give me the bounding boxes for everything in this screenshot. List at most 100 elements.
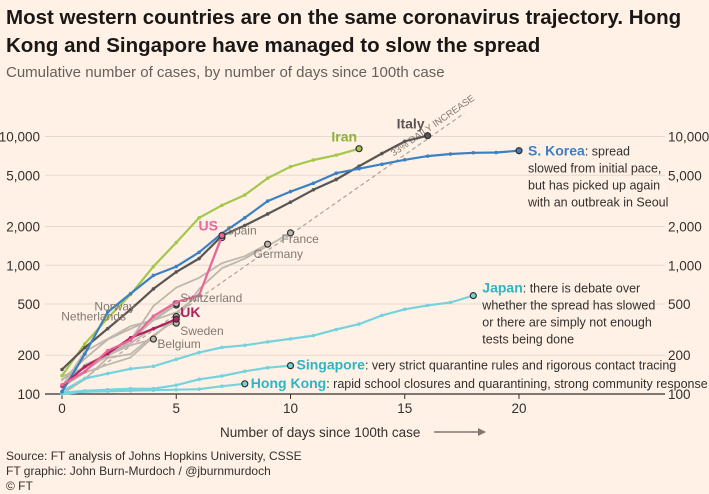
series-label-iran: Iran bbox=[331, 129, 357, 145]
annotation-singapore-line: Singapore: very strict quarantine rules … bbox=[297, 357, 677, 373]
y-tick-label-right: 500 bbox=[668, 297, 691, 312]
data-point-s-korea bbox=[380, 162, 384, 167]
data-point-japan bbox=[357, 322, 361, 326]
data-point-s-korea bbox=[402, 157, 407, 162]
end-marker-uk bbox=[172, 315, 180, 323]
copyright-note: © FT bbox=[6, 479, 33, 493]
annotation-singapore-country: Singapore bbox=[297, 357, 366, 373]
data-point-iran bbox=[334, 153, 339, 157]
series-label-germany: Germany bbox=[254, 247, 303, 261]
data-point-s-korea bbox=[357, 166, 361, 171]
data-point-japan bbox=[128, 366, 133, 371]
data-point-uk bbox=[83, 364, 87, 369]
y-tick-label-left: 5,000 bbox=[6, 168, 40, 183]
annotation-hong-kong: Hong Kong: rapid school closures and qua… bbox=[251, 375, 708, 391]
y-tick-label-right: 100 bbox=[668, 387, 691, 402]
data-point-s-korea bbox=[311, 181, 316, 186]
data-point-japan bbox=[334, 327, 339, 332]
data-point-s-korea bbox=[151, 273, 156, 278]
annotation-japan-line: whether the spread has slowed bbox=[481, 299, 655, 313]
data-point-singapore bbox=[265, 365, 270, 370]
end-marker-japan bbox=[469, 292, 477, 300]
data-point-japan bbox=[425, 303, 430, 308]
data-point-japan bbox=[380, 313, 384, 318]
x-tick-label: 5 bbox=[172, 401, 180, 416]
data-point-japan bbox=[265, 340, 270, 344]
data-point-s-korea bbox=[448, 152, 453, 156]
end-marker-belgium bbox=[149, 335, 157, 343]
data-point-singapore bbox=[83, 388, 87, 393]
data-point-s-korea bbox=[197, 250, 201, 255]
data-point-us bbox=[151, 314, 156, 319]
data-point-japan bbox=[151, 364, 156, 369]
data-point-iran bbox=[60, 373, 64, 378]
data-point-iran bbox=[83, 342, 87, 346]
y-tick-label-left: 100 bbox=[17, 387, 40, 402]
annotation-japan-country: Japan bbox=[482, 280, 522, 296]
y-tick-label-left: 200 bbox=[17, 348, 40, 363]
data-point-iran bbox=[105, 316, 110, 320]
y-tick-label-right: 10,000 bbox=[668, 130, 709, 145]
annotation-japan-line: tests being done bbox=[482, 333, 574, 347]
y-tick-label-left: 2,000 bbox=[6, 219, 40, 234]
data-point-italy bbox=[174, 270, 179, 274]
data-point-italy bbox=[83, 345, 87, 350]
annotation-s-korea-line: with an outbreak in Seoul bbox=[527, 196, 668, 210]
end-marker-germany bbox=[264, 240, 272, 248]
chart-subtitle: Cumulative number of cases, by number of… bbox=[6, 64, 445, 81]
data-point-italy bbox=[197, 256, 201, 261]
data-point-italy bbox=[128, 307, 133, 312]
annotation-singapore: Singapore: very strict quarantine rules … bbox=[297, 357, 677, 373]
data-point-singapore bbox=[197, 377, 201, 382]
data-point-iran bbox=[151, 264, 156, 269]
data-point-italy bbox=[311, 187, 316, 192]
data-point-italy bbox=[334, 177, 339, 182]
annotation-japan: Japan: there is debate over whether the s… bbox=[481, 280, 655, 347]
data-point-japan bbox=[83, 376, 87, 381]
data-point-japan bbox=[402, 307, 407, 312]
data-point-singapore bbox=[128, 386, 133, 391]
y-tick-label-right: 2,000 bbox=[668, 219, 702, 234]
end-marker-s-korea bbox=[515, 147, 523, 155]
data-point-us bbox=[197, 293, 201, 298]
data-point-s-korea bbox=[288, 189, 293, 194]
y-tick-label-left: 500 bbox=[17, 297, 40, 312]
data-point-us bbox=[128, 338, 133, 342]
annotation-s-korea-line: but has picked up again bbox=[528, 179, 660, 193]
series-line-iran bbox=[60, 147, 361, 377]
data-point-s-korea bbox=[83, 352, 87, 356]
series-layer bbox=[60, 132, 523, 396]
data-point-s-korea bbox=[174, 264, 179, 269]
data-point-japan bbox=[448, 300, 453, 305]
data-point-italy bbox=[402, 139, 407, 144]
annotation-s-korea-country: S. Korea bbox=[528, 143, 585, 159]
data-point-singapore bbox=[151, 386, 156, 391]
data-point-s-korea bbox=[265, 199, 270, 203]
data-point-italy bbox=[265, 212, 270, 216]
credit-note: FT graphic: John Burn-Murdoch / @jburnmu… bbox=[6, 464, 271, 478]
chart-title: Most western countries are on the same c… bbox=[6, 6, 682, 57]
data-point-singapore bbox=[105, 387, 110, 392]
data-point-iran bbox=[265, 176, 270, 180]
data-point-italy bbox=[151, 287, 156, 291]
data-point-s-korea bbox=[128, 291, 133, 296]
series-label-sweden: Sweden bbox=[180, 324, 223, 338]
data-point-iran bbox=[243, 193, 247, 197]
series-label-norway: Norway bbox=[94, 299, 135, 313]
x-tick-label: 10 bbox=[283, 401, 298, 416]
annotation-japan-line: or there are simply not enough bbox=[482, 316, 652, 330]
series-label-netherlands: Netherlands bbox=[61, 309, 126, 323]
annotation-s-korea: S. Korea: spread slowed from initial pace… bbox=[527, 143, 668, 210]
y-tick-label-right: 1,000 bbox=[668, 258, 702, 273]
data-point-italy bbox=[243, 223, 247, 228]
reference-line-33pct bbox=[61, 112, 465, 395]
y-tick-label-left: 10,000 bbox=[0, 130, 40, 145]
data-point-s-korea bbox=[494, 150, 498, 155]
series-label-us: US bbox=[198, 218, 217, 234]
data-point-italy bbox=[288, 200, 293, 204]
data-point-iran bbox=[197, 216, 201, 220]
data-point-s-korea bbox=[243, 215, 247, 220]
series-label-italy: Italy bbox=[397, 116, 425, 132]
data-point-us bbox=[174, 300, 179, 304]
